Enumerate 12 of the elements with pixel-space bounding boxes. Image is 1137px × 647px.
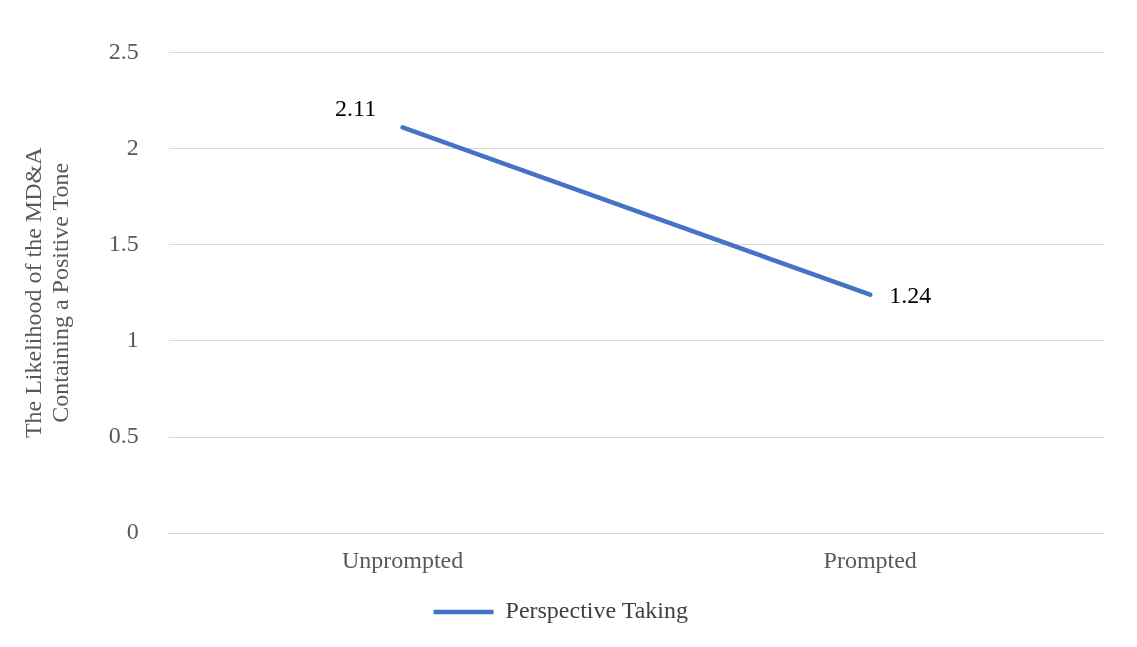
y-tick-label: 0.5	[108, 422, 139, 449]
x-tick-label: Prompted	[823, 546, 917, 573]
data-label: 1.24	[889, 282, 932, 309]
y-tick-label: 1	[126, 326, 139, 353]
legend-label: Perspective Taking	[505, 597, 689, 624]
y-axis-title: The Likelihood of the MD&A Containing a Positive Tone	[20, 146, 73, 439]
data-label: 2.11	[335, 94, 377, 121]
y-tick-label: 2	[126, 133, 139, 160]
y-tick-label: 1.5	[108, 230, 139, 257]
x-tick-label: Unprompted	[341, 546, 464, 573]
y-tick-label: 2.5	[108, 37, 139, 64]
y-tick-label: 0	[126, 518, 139, 545]
